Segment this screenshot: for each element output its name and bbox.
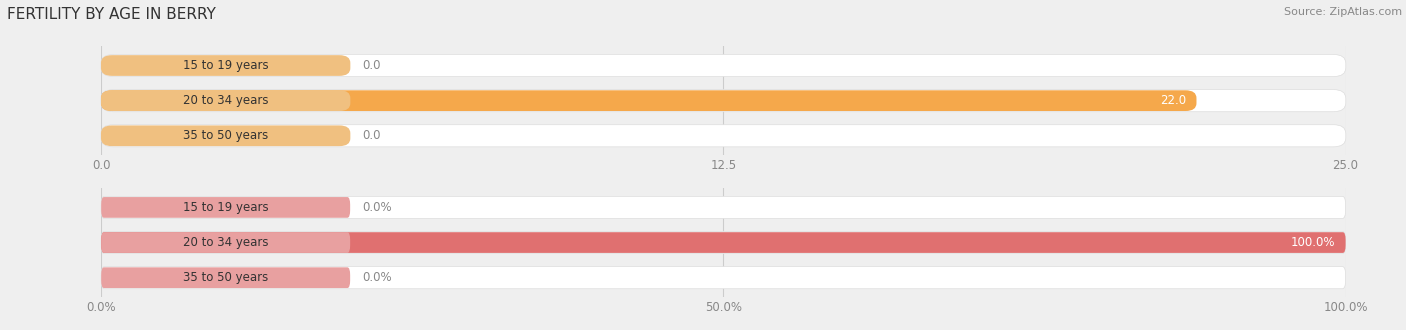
- FancyBboxPatch shape: [101, 267, 1346, 289]
- Text: 0.0: 0.0: [363, 59, 381, 72]
- FancyBboxPatch shape: [101, 55, 350, 76]
- Text: 22.0: 22.0: [1160, 94, 1187, 107]
- Text: 0.0%: 0.0%: [363, 201, 392, 214]
- FancyBboxPatch shape: [101, 90, 1197, 111]
- Text: 100.0%: 100.0%: [1291, 236, 1336, 249]
- Text: 20 to 34 years: 20 to 34 years: [183, 94, 269, 107]
- Text: 0.0: 0.0: [363, 129, 381, 142]
- Text: FERTILITY BY AGE IN BERRY: FERTILITY BY AGE IN BERRY: [7, 7, 217, 21]
- FancyBboxPatch shape: [101, 197, 350, 218]
- Text: 15 to 19 years: 15 to 19 years: [183, 59, 269, 72]
- FancyBboxPatch shape: [101, 54, 1346, 77]
- FancyBboxPatch shape: [101, 232, 350, 253]
- Text: Source: ZipAtlas.com: Source: ZipAtlas.com: [1284, 7, 1402, 16]
- FancyBboxPatch shape: [101, 231, 1346, 254]
- FancyBboxPatch shape: [101, 267, 350, 288]
- Text: 0.0%: 0.0%: [363, 271, 392, 284]
- Text: 20 to 34 years: 20 to 34 years: [183, 236, 269, 249]
- FancyBboxPatch shape: [101, 90, 350, 111]
- Text: 35 to 50 years: 35 to 50 years: [183, 129, 269, 142]
- FancyBboxPatch shape: [101, 125, 350, 146]
- Text: 15 to 19 years: 15 to 19 years: [183, 201, 269, 214]
- Text: 35 to 50 years: 35 to 50 years: [183, 271, 269, 284]
- FancyBboxPatch shape: [101, 125, 1346, 147]
- FancyBboxPatch shape: [101, 232, 1346, 253]
- FancyBboxPatch shape: [101, 89, 1346, 112]
- FancyBboxPatch shape: [101, 196, 1346, 218]
